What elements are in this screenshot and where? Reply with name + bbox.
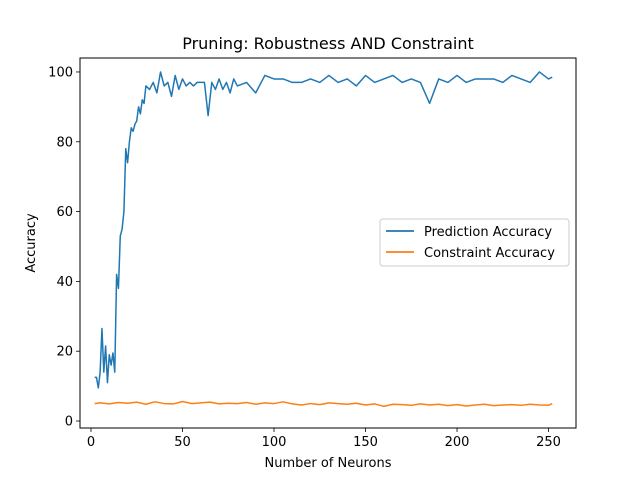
x-tick-label: 250 (536, 435, 561, 450)
y-tick-label: 60 (56, 205, 73, 220)
y-axis-label: Accuracy (24, 213, 39, 273)
y-tick-label: 20 (56, 345, 73, 360)
series-line-constraint-accuracy (94, 400, 553, 408)
y-tick-label: 80 (56, 135, 73, 150)
series-line-prediction-accuracy (94, 71, 553, 389)
series-layer (94, 71, 553, 408)
x-tick-label: 200 (445, 435, 470, 450)
x-tick-label: 0 (87, 435, 95, 450)
plot-area-frame (79, 57, 577, 429)
legend-box (379, 218, 570, 267)
x-tick-label: 150 (353, 435, 378, 450)
y-tick-label: 40 (56, 275, 73, 290)
y-tick-label: 0 (65, 415, 73, 430)
x-tick-label: 100 (262, 435, 287, 450)
x-tick-label: 50 (174, 435, 191, 450)
axes-layer: 0 50 100 150 200 250 0 20 40 60 80 100 (48, 65, 561, 450)
x-axis-label: Number of Neurons (264, 456, 391, 471)
legend-label-constraint-accuracy: Constraint Accuracy (424, 246, 555, 261)
legend: Prediction Accuracy Constraint Accuracy (379, 218, 570, 267)
y-tick-label: 100 (48, 65, 73, 80)
chart-title: Pruning: Robustness AND Constraint (182, 34, 474, 53)
legend-label-prediction-accuracy: Prediction Accuracy (424, 225, 552, 240)
